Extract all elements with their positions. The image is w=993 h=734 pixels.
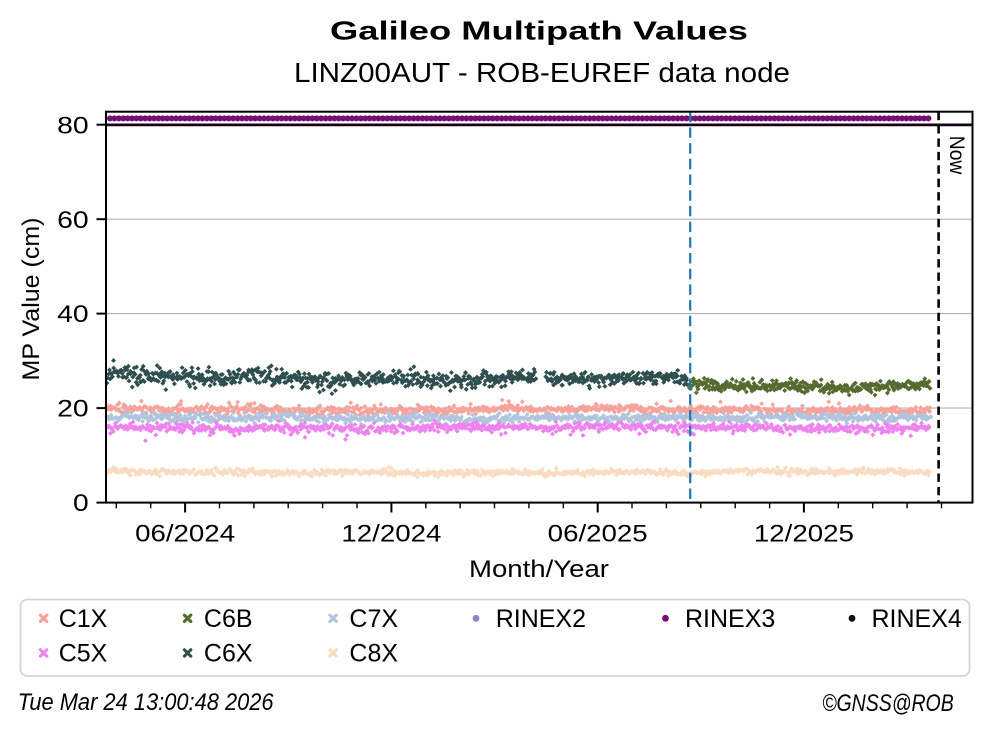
svg-text:C1X: C1X <box>59 605 108 633</box>
svg-text:12/2025: 12/2025 <box>754 521 854 548</box>
svg-text:C6B: C6B <box>204 605 253 633</box>
svg-text:06/2024: 06/2024 <box>135 521 235 548</box>
svg-text:C7X: C7X <box>349 605 398 633</box>
svg-text:Month/Year: Month/Year <box>469 556 609 583</box>
svg-text:RINEX4: RINEX4 <box>872 605 962 633</box>
svg-text:40: 40 <box>57 301 89 328</box>
svg-text:RINEX3: RINEX3 <box>685 605 775 633</box>
svg-text:C5X: C5X <box>59 640 108 668</box>
svg-text:Galileo Multipath Values: Galileo Multipath Values <box>330 16 748 46</box>
svg-text:RINEX2: RINEX2 <box>496 605 586 633</box>
svg-text:Tue Mar 24 13:00:48 2026: Tue Mar 24 13:00:48 2026 <box>18 689 275 716</box>
svg-text:C8X: C8X <box>349 640 398 668</box>
svg-text:06/2025: 06/2025 <box>548 521 648 548</box>
svg-text:Now: Now <box>945 136 968 175</box>
svg-text:60: 60 <box>57 207 89 234</box>
svg-text:80: 80 <box>57 112 89 139</box>
svg-text:20: 20 <box>57 396 89 423</box>
svg-text:©GNSS@ROB: ©GNSS@ROB <box>822 690 954 717</box>
svg-text:MP Value (cm): MP Value (cm) <box>18 218 45 381</box>
svg-text:C6X: C6X <box>204 640 253 668</box>
svg-text:0: 0 <box>73 490 89 517</box>
svg-text:12/2024: 12/2024 <box>341 521 441 548</box>
svg-text:LINZ00AUT - ROB-EUREF data nod: LINZ00AUT - ROB-EUREF data node <box>294 57 790 88</box>
